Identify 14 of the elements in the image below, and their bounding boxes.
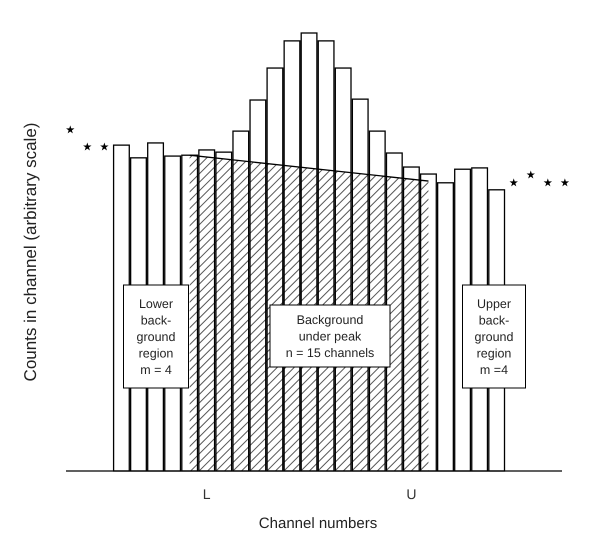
y-axis-title: Counts in channel (arbitrary scale) [21,122,40,382]
point [544,178,552,186]
point [83,142,92,150]
annotation: Upper back- ground region m =4 [474,296,514,377]
annotation: Background under peak n = 15 channels [286,312,374,360]
x-tick-label: U [406,486,416,502]
point [100,142,109,150]
point [66,125,74,134]
point [526,170,535,178]
annotation: Lower back- ground region m = 4 [136,296,176,377]
point [560,178,570,186]
x-axis-title: Channel numbers [258,515,378,532]
x-tick-label: L [202,486,211,502]
point [510,178,518,186]
